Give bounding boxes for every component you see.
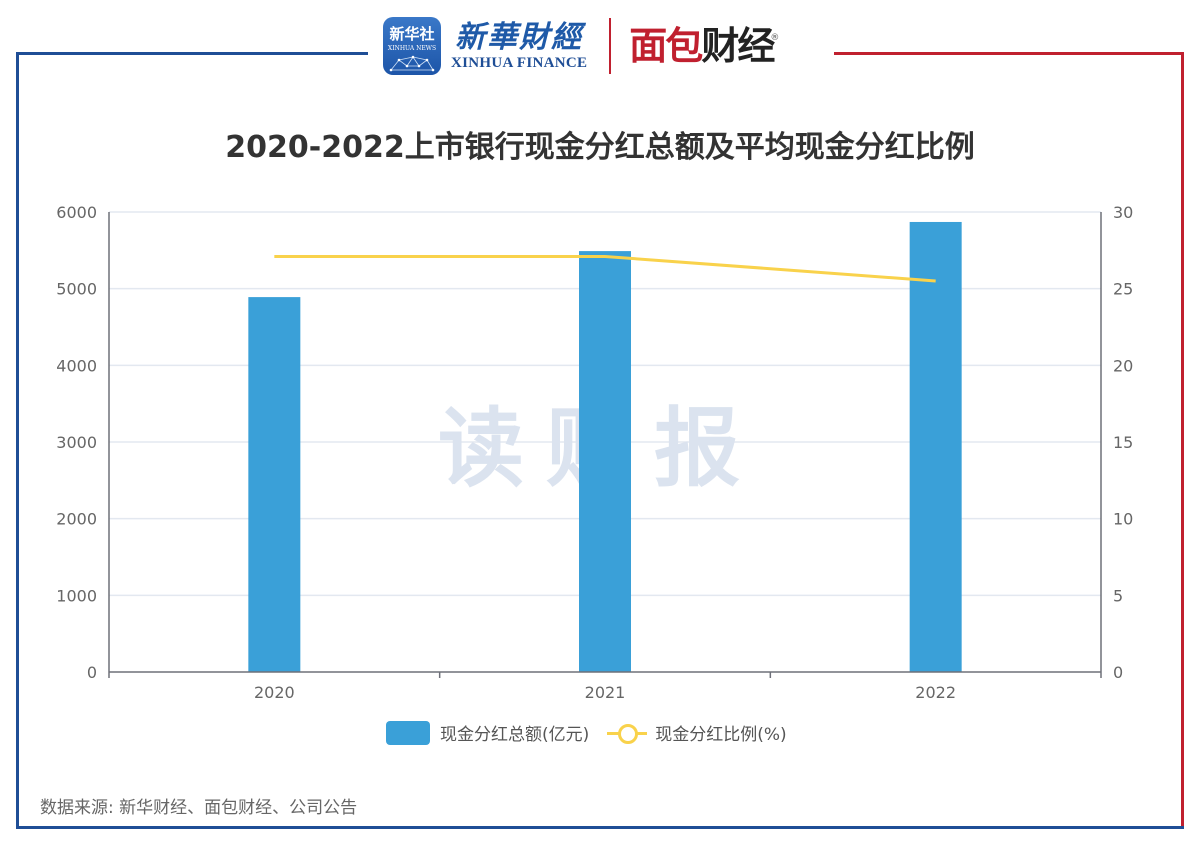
y-tick-label: 4000 [56, 356, 97, 375]
y-tick-label: 3000 [56, 433, 97, 452]
bar-2021[interactable] [579, 251, 631, 672]
data-source-note: 数据来源: 新华财经、面包财经、公司公告 [40, 798, 358, 818]
bar-series [248, 221, 962, 672]
registered-mark: ® [770, 33, 779, 43]
frame-bottom-border [16, 826, 1184, 829]
xinhua-finance-cn: 新華財經 [455, 19, 584, 55]
mianbao-part: 面包 [629, 24, 703, 68]
y2-tick-label: 5 [1113, 586, 1123, 605]
y2-tick-label: 20 [1113, 356, 1133, 375]
bar-2022[interactable] [909, 221, 962, 672]
legend-bar-swatch[interactable] [386, 720, 430, 745]
frame-top-right-border [834, 52, 1184, 55]
frame-left-border [16, 52, 19, 829]
x-tick-label: 2021 [585, 683, 626, 702]
frame-top-left-border [16, 52, 368, 55]
tick-labels: 0 1000 2000 3000 4000 5000 6000 0 5 10 15 20 25 30 202… [56, 203, 1133, 702]
y-tick-label: 6000 [56, 203, 97, 222]
header-logos: 新华社 XINHUA NEWS 新華財經 XINHUA FINANCE 面包财经… [383, 10, 779, 82]
legend-line-swatch[interactable] [607, 721, 648, 745]
y2-tick-label: 10 [1113, 510, 1133, 529]
y-tick-label: 5000 [56, 280, 97, 299]
app-icon-cn-label: 新华社 [389, 25, 435, 43]
app-icon-en-label: XINHUA NEWS [387, 45, 437, 52]
x-tick-label: 2020 [254, 683, 295, 702]
y2-tick-label: 0 [1113, 663, 1123, 682]
legend-line-label[interactable]: 现金分红比例(%) [655, 725, 787, 745]
frame-right-border [1181, 52, 1184, 829]
mianbao-finance-logo: 面包财经 ® [629, 24, 779, 68]
y-tick-label: 2000 [56, 510, 97, 529]
legend: 现金分红总额(亿元) 现金分红比例(%) [386, 720, 787, 745]
xinhua-news-app-icon: 新华社 XINHUA NEWS [383, 17, 441, 75]
ratio-line[interactable] [274, 254, 936, 283]
line-series [274, 254, 936, 283]
logo-divider [609, 18, 612, 74]
bar-2020[interactable] [248, 297, 301, 672]
x-tick-label: 2022 [915, 683, 956, 702]
legend-bar-label[interactable]: 现金分红总额(亿元) [440, 725, 590, 745]
chart-title: 2020-2022上市银行现金分红总额及平均现金分红比例 [225, 130, 975, 165]
y2-tick-label: 15 [1113, 433, 1133, 452]
xinhua-finance-en: XINHUA FINANCE [451, 54, 588, 71]
y2-tick-label: 30 [1113, 203, 1133, 222]
caijing-part: 财经 [701, 24, 775, 68]
xinhua-finance-logo: 新華財經 XINHUA FINANCE [451, 19, 588, 72]
network-icon [389, 55, 435, 72]
axes [108, 212, 1102, 678]
y-tick-label: 0 [87, 663, 97, 682]
y2-tick-label: 25 [1113, 280, 1133, 299]
y-tick-label: 1000 [56, 586, 97, 605]
